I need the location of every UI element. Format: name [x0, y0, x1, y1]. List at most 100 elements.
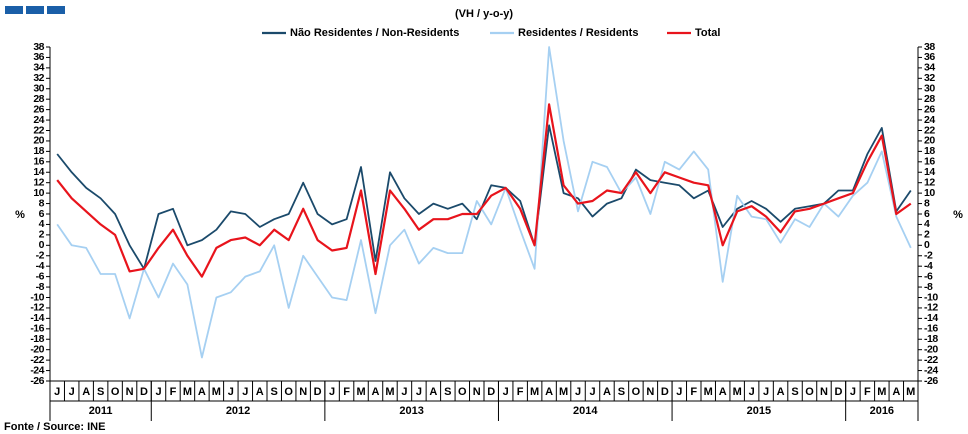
x-group-label: 2015	[747, 405, 771, 417]
y2-tick-label: 22	[924, 124, 935, 136]
x-group-label: 2013	[399, 405, 423, 417]
y-tick-label: -16	[30, 323, 44, 335]
series-line	[56, 124, 912, 270]
y-tick-label: 28	[33, 93, 44, 105]
y2-tick-label: 34	[924, 62, 935, 74]
y-tick-label: 10	[33, 187, 44, 199]
x-tick-label: S	[271, 386, 278, 398]
x-tick-label: J	[155, 386, 161, 398]
y-tick-label: 36	[33, 51, 44, 63]
x-tick-label: S	[97, 386, 104, 398]
x-tick-label: J	[401, 386, 407, 398]
x-tick-label: F	[170, 386, 177, 398]
y2-tick-label: -4	[924, 260, 933, 272]
y-tick-label: 8	[39, 197, 45, 209]
y2-tick-label: 6	[924, 208, 930, 220]
y2-tick-label: 38	[924, 41, 935, 53]
x-tick-label: J	[416, 386, 422, 398]
x-tick-label: J	[763, 386, 769, 398]
y2-tick-label: -12	[924, 302, 938, 314]
x-tick-label: M	[356, 386, 365, 398]
x-tick-label: D	[834, 386, 842, 398]
y-tick-label: 24	[33, 114, 44, 126]
x-tick-label: S	[618, 386, 625, 398]
y-tick-label: 18	[33, 145, 44, 157]
source: Fonte / Source: INE	[4, 421, 105, 433]
x-tick-label: F	[690, 386, 697, 398]
y-tick-label: 2	[39, 229, 45, 241]
chart-subtitle: (VH / y-o-y)	[455, 8, 513, 20]
x-tick-label: D	[140, 386, 148, 398]
x-tick-label: A	[429, 386, 437, 398]
y-tick-label: 6	[39, 208, 45, 220]
x-tick-label: M	[559, 386, 568, 398]
x-tick-label: M	[385, 386, 394, 398]
y-tick-label: -26	[30, 375, 44, 387]
decoration	[5, 6, 23, 14]
y2-tick-label: 16	[924, 156, 935, 168]
y-tick-label: -12	[30, 302, 44, 314]
y2-axis-label: %	[953, 209, 963, 221]
x-tick-label: A	[777, 386, 785, 398]
x-tick-label: S	[791, 386, 798, 398]
legend-label: Residentes / Residents	[518, 27, 638, 39]
x-tick-label: O	[805, 386, 814, 398]
y2-tick-label: 36	[924, 51, 935, 63]
y-tick-label: -24	[30, 364, 44, 376]
x-tick-label: A	[603, 386, 611, 398]
y-tick-label: -6	[36, 270, 45, 282]
y-tick-label: 32	[33, 72, 44, 84]
x-tick-label: O	[111, 386, 120, 398]
x-tick-label: M	[530, 386, 539, 398]
y2-tick-label: 10	[924, 187, 935, 199]
x-tick-label: D	[661, 386, 669, 398]
y2-tick-label: -16	[924, 323, 938, 335]
x-tick-label: S	[444, 386, 451, 398]
x-group-label: 2014	[573, 405, 598, 417]
y2-tick-label: 24	[924, 114, 935, 126]
y2-tick-label: -8	[924, 281, 933, 293]
x-group-label: 2011	[89, 405, 113, 417]
x-tick-label: O	[284, 386, 293, 398]
y2-tick-label: 28	[924, 93, 935, 105]
x-tick-label: A	[545, 386, 553, 398]
legend-label: Total	[695, 27, 720, 39]
x-tick-label: J	[575, 386, 581, 398]
x-tick-label: A	[82, 386, 90, 398]
x-tick-label: J	[242, 386, 248, 398]
y2-tick-label: 14	[924, 166, 935, 178]
y-tick-label: 12	[33, 176, 44, 188]
legend-label: Não Residentes / Non-Residents	[290, 27, 459, 39]
y-tick-label: -4	[36, 260, 45, 272]
x-tick-label: F	[517, 386, 524, 398]
y2-tick-label: -18	[924, 333, 938, 345]
y-tick-label: -10	[30, 291, 44, 303]
y2-tick-label: -26	[924, 375, 938, 387]
y2-tick-label: 4	[924, 218, 930, 230]
x-tick-label: J	[228, 386, 234, 398]
x-tick-label: N	[126, 386, 134, 398]
y2-tick-label: 2	[924, 229, 930, 241]
y2-tick-label: -22	[924, 354, 938, 366]
x-tick-label: D	[487, 386, 495, 398]
y2-tick-label: 18	[924, 145, 935, 157]
x-tick-label: M	[704, 386, 713, 398]
decoration	[26, 6, 44, 14]
x-tick-label: N	[473, 386, 481, 398]
x-tick-label: D	[314, 386, 322, 398]
x-tick-label: A	[256, 386, 264, 398]
x-tick-label: J	[69, 386, 75, 398]
x-tick-label: A	[198, 386, 206, 398]
x-tick-label: O	[632, 386, 641, 398]
x-tick-label: O	[458, 386, 467, 398]
x-tick-label: N	[820, 386, 828, 398]
y-tick-label: -8	[36, 281, 45, 293]
x-tick-label: M	[733, 386, 742, 398]
y2-tick-label: -6	[924, 270, 933, 282]
y-tick-label: -20	[30, 343, 44, 355]
y-tick-label: 22	[33, 124, 44, 136]
y-tick-label: 14	[33, 166, 44, 178]
y-tick-label: 20	[33, 135, 44, 147]
y2-tick-label: 8	[924, 197, 930, 209]
